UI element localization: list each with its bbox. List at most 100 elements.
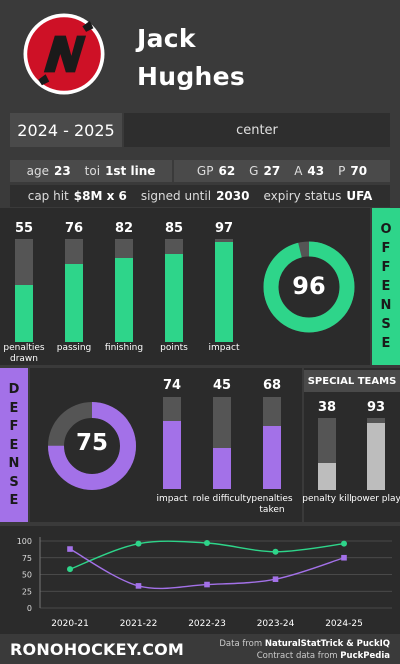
gp-value: 62 (218, 164, 236, 178)
player-last-name: Hughes (137, 62, 246, 91)
defense-penalties-taken-bar (263, 426, 281, 489)
credit-data-source: NaturalStatTrick & PuckIQ (264, 639, 390, 649)
defense-impact-value: 74 (162, 378, 182, 393)
offense-passing-label: passing (56, 343, 92, 353)
offense-penalties-drawn-bar (15, 285, 33, 342)
chart-point-0 (67, 566, 73, 573)
p-value: 70 (350, 164, 368, 178)
signed-label: signed until (140, 189, 212, 203)
defense-title-letter: F (9, 419, 19, 434)
chart-point-0 (135, 540, 142, 547)
chart-y-tick-label: 50 (22, 571, 32, 580)
defense-overall: 75 (75, 430, 108, 456)
toi-value: 1st line (105, 164, 156, 178)
info-row-age-toi: age 23 toi 1st line (10, 160, 172, 182)
chart-point-0 (204, 540, 210, 547)
defense-impact-label: impact (156, 494, 188, 504)
offense-points-label: points (160, 343, 188, 353)
offense-penalties-drawn-value: 55 (14, 221, 34, 236)
defense-donut (48, 402, 136, 490)
defense-title-letter: S (9, 474, 19, 490)
chart-point-1 (341, 554, 347, 561)
defense-role-difficulty-value: 45 (212, 378, 232, 393)
defense-penalties-taken-value: 68 (262, 378, 282, 393)
caphit-label: cap hit (27, 189, 69, 203)
a-value: 43 (307, 164, 325, 178)
chart-x-tick-label: 2023-24 (257, 619, 295, 629)
offense-finishing-label: finishing (104, 343, 144, 353)
a-label: A (294, 164, 303, 178)
defense-title-letter: E (9, 400, 19, 416)
defense-title-letter: D (8, 382, 20, 397)
offense-passing-value: 76 (64, 221, 84, 236)
chart-x-tick-label: 2022-23 (188, 619, 226, 629)
defense-penalties-taken-label: penalties taken (251, 494, 293, 515)
defense-title-letter: N (8, 456, 20, 471)
offense-title-letter: E (381, 279, 391, 294)
credit-contract-prefix: Contract data from (256, 651, 341, 661)
offense-title-letter: E (381, 336, 391, 351)
defense-title-letter: E (9, 493, 19, 508)
offense-title-letter: N (380, 298, 392, 313)
chart-point-0 (341, 540, 347, 547)
special-teams-power-play-label: power play (351, 494, 400, 504)
g-label: G (249, 164, 259, 178)
offense-finishing-value: 82 (114, 221, 134, 236)
special-teams-title: SPECIAL TEAMS (304, 370, 400, 392)
caphit-value: $8M x 6 (73, 189, 127, 203)
offense-passing-bar (65, 264, 83, 342)
gp-label: GP (196, 164, 214, 178)
defense-role-difficulty-label: role difficulty (192, 494, 252, 504)
expiry-label: expiry status (263, 189, 342, 203)
history-chart-panel (0, 526, 400, 634)
special-teams-bars: 38 penalty kill 93 power play (302, 368, 400, 522)
chart-y-tick-label: 75 (22, 554, 32, 563)
p-label: P (338, 164, 346, 178)
site-logo: RONOHOCKEY.COM (10, 640, 185, 659)
defense-bars: 74 impact 45 role difficulty 68 penalties tak… (140, 368, 302, 522)
defense-title-letter: E (9, 437, 19, 453)
offense-bars: 55 penalties drawn 76 passing 82 finishing 85 p… (0, 208, 260, 365)
season-label: 2024 - 2025 (10, 113, 122, 147)
offense-donut (263, 241, 355, 333)
chart-x-tick-label: 2021-22 (120, 619, 158, 629)
offense-impact-label: impact (208, 343, 240, 353)
offense-penalties-drawn-label: penalties drawn (3, 343, 45, 364)
credit-data: Data from NaturalStatTrick & PuckIQ (219, 639, 390, 649)
chart-x-tick-label: 2020-21 (51, 619, 89, 629)
toi-label: toi (84, 164, 101, 178)
chart-y-tick-label: 25 (22, 587, 32, 596)
age-label: age (26, 164, 49, 178)
position-label: center (124, 113, 390, 147)
player-first-name: Jack (137, 24, 196, 53)
expiry-value: UFA (346, 189, 373, 203)
chart-y-tick-label: 100 (17, 537, 32, 546)
offense-points-bar (165, 254, 183, 342)
offense-points-value: 85 (164, 221, 184, 236)
offense-title-letter: S (381, 317, 391, 332)
special-teams-penalty-kill-label: penalty kill (302, 494, 352, 504)
credit-contract-source: PuckPedia (340, 651, 390, 661)
team-logo (23, 13, 105, 95)
def-donut-arc (48, 402, 136, 490)
offense-finishing-bar (115, 258, 133, 342)
chart-point-1 (204, 581, 210, 588)
chart-point-1 (272, 576, 279, 582)
special-teams-power-play-bar (367, 423, 385, 490)
chart-point-1 (135, 583, 142, 589)
special-teams-penalty-kill-value: 38 (317, 400, 337, 415)
off-donut-arc (263, 241, 355, 333)
offense-title-letter: F (381, 241, 391, 256)
credit-data-prefix: Data from (219, 639, 265, 649)
info-row-contract: cap hit $8M x 6 signed until 2030 expiry s… (10, 185, 390, 207)
offense-title-letter: O (380, 222, 392, 237)
special-teams-penalty-kill-bar (318, 463, 336, 490)
offense-overall: 96 (292, 272, 326, 300)
chart-point-0 (272, 548, 279, 555)
g-value: 27 (263, 164, 281, 178)
offense-impact-value: 97 (214, 221, 234, 236)
signed-value: 2030 (216, 189, 250, 203)
credit-contract: Contract data from PuckPedia (257, 651, 390, 661)
history-chart: 100 75 50 25 0 2020-21 2021-22 2022-23 2023-24 20… (17, 537, 392, 629)
